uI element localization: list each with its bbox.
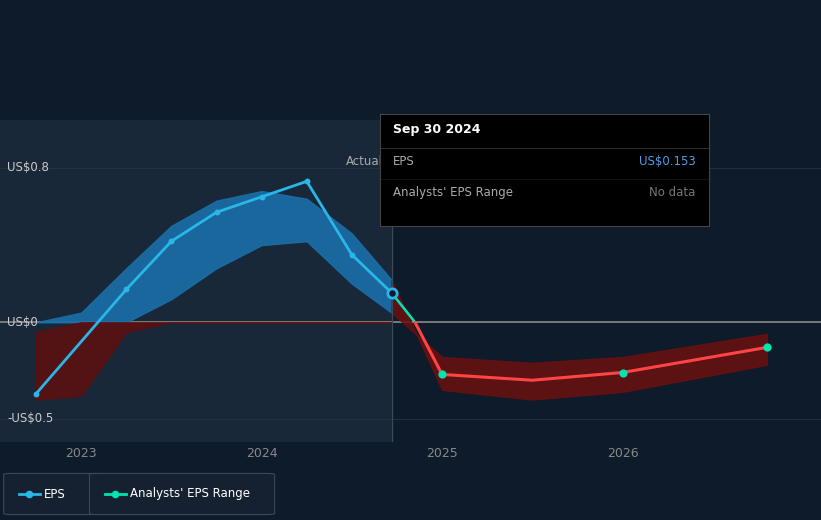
Text: 2024: 2024 — [245, 447, 277, 460]
Text: 2025: 2025 — [426, 447, 458, 460]
Bar — [0, 120, 392, 442]
Point — [30, 389, 43, 398]
Text: Sep 30 2024: Sep 30 2024 — [393, 123, 481, 136]
Text: Analysts' EPS Range: Analysts' EPS Range — [131, 488, 250, 500]
Text: Analysts' EPS Range: Analysts' EPS Range — [393, 186, 513, 199]
Text: No data: No data — [649, 186, 695, 199]
Point — [346, 251, 359, 259]
Text: 2023: 2023 — [66, 447, 97, 460]
Point — [210, 208, 223, 216]
Point — [385, 289, 398, 297]
Text: Analysts Forecasts: Analysts Forecasts — [401, 155, 511, 168]
Point — [760, 343, 773, 352]
Point — [420, 277, 433, 285]
Text: US$0: US$0 — [7, 316, 38, 329]
Point — [165, 237, 178, 245]
Point — [120, 285, 133, 294]
Point — [255, 193, 268, 201]
Text: EPS: EPS — [44, 488, 66, 500]
Text: US$0.8: US$0.8 — [7, 161, 49, 174]
Text: Actual: Actual — [346, 155, 383, 168]
Text: 2026: 2026 — [607, 447, 639, 460]
Point — [435, 370, 448, 379]
FancyBboxPatch shape — [89, 473, 274, 515]
Point — [300, 177, 314, 186]
Bar — [392, 120, 821, 442]
FancyBboxPatch shape — [3, 473, 101, 515]
Text: US$0.153: US$0.153 — [639, 154, 695, 167]
Point — [616, 368, 629, 376]
Text: -US$0.5: -US$0.5 — [7, 412, 53, 425]
Text: EPS: EPS — [393, 154, 415, 167]
